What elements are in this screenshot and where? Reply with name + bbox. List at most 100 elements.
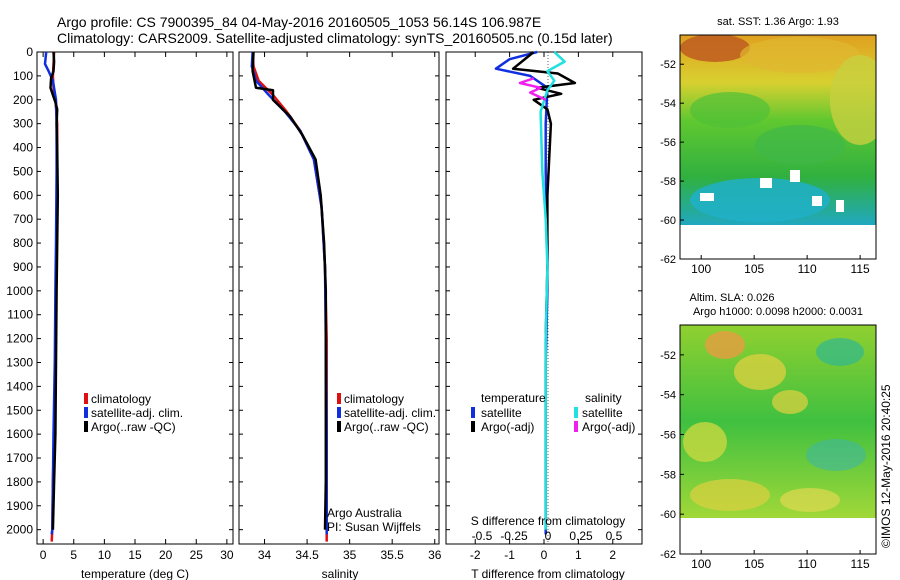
- depth-tick-label: 100: [13, 69, 33, 83]
- lon-tick-label: 100: [691, 557, 711, 571]
- legend-s-argo: Argo(-adj): [582, 420, 635, 434]
- depth-tick-label: 700: [13, 212, 33, 226]
- series-t-satellite: [494, 50, 549, 535]
- lon-tick-label: 115: [851, 557, 870, 571]
- x-tick-label: 0: [541, 548, 548, 562]
- t-difference-tick-labels: -2 -1 0 1 2: [446, 51, 642, 562]
- depth-tick-label: 300: [13, 117, 33, 131]
- legend-swatch-climatology: [337, 393, 341, 404]
- depth-tick-label: 1600: [6, 427, 33, 441]
- lat-tick-label: -54: [660, 98, 676, 110]
- salinity-lines: [250, 51, 328, 542]
- salinity-legend: climatology satellite-adj. clim. Argo(..…: [337, 392, 436, 434]
- series-s-satellite: [539, 51, 566, 530]
- temperature-lines: [43, 51, 60, 542]
- x-tick-label: -1: [504, 548, 515, 562]
- series-climatology: [251, 51, 328, 542]
- lat-tick-label: -62: [660, 254, 676, 266]
- salinity-panel: 34 34.5 35 35.5 36 salinity climatology sate…: [238, 51, 442, 580]
- legend-climatology: climatology: [344, 392, 404, 406]
- sla-lat-tick-labels: -52 -54 -56 -58 -60 -62: [660, 350, 684, 561]
- salinity-xlabel: salinity: [322, 567, 359, 580]
- x-tick-label: 34: [258, 548, 272, 562]
- temperature-xlabel: temperature (deg C): [81, 567, 189, 580]
- temperature-panel: 0100200300400500600700800900100011001200…: [6, 45, 234, 580]
- temperature-legend: climatology satellite-adj. clim. Argo(..…: [84, 392, 183, 434]
- t-difference-xlabel: T difference from climatology: [471, 567, 625, 580]
- legend-swatch-t-satellite: [471, 407, 475, 418]
- lon-tick-label: 100: [691, 262, 711, 276]
- sla-lon-tick-labels: 100 105 110 115: [691, 550, 870, 571]
- imos-credit: ©IMOS 12-May-2016 20:40:25: [879, 384, 893, 548]
- difference-legend: satellite temperature salinity satellite…: [471, 391, 635, 434]
- lon-tick-label: 110: [798, 557, 817, 571]
- x-tick-label: 30: [220, 548, 234, 562]
- depth-tick-label: 2000: [6, 523, 33, 537]
- series-s-argo-adj-: [518, 77, 547, 101]
- x-tick-label: 2: [609, 548, 616, 562]
- x-tick-label: 0: [40, 548, 47, 562]
- x-tick-label: 36: [428, 548, 442, 562]
- lon-tick-label: 105: [744, 262, 764, 276]
- lat-tick-label: -58: [660, 469, 676, 481]
- depth-tick-label: 400: [13, 141, 33, 155]
- x-tick-label: -2: [470, 548, 481, 562]
- lat-tick-label: -56: [660, 137, 676, 149]
- sst-lat-tick-labels: -52 -54 -56 -58 -60 -62: [660, 59, 684, 266]
- sla-map-panel: Altim. SLA: 0.026 Argo h1000: 0.0098 h20…: [660, 292, 877, 571]
- legend-swatch-climatology: [84, 393, 88, 404]
- s-tick-label: 0: [545, 529, 552, 543]
- legend-swatch-s-argo: [574, 421, 578, 432]
- depth-tick-label: 1900: [6, 499, 33, 513]
- legend-argo: Argo(..raw -QC): [344, 420, 429, 434]
- lon-tick-label: 105: [744, 557, 764, 571]
- sla-map-title: Altim. SLA: 0.026: [690, 292, 775, 304]
- sla-map-frame: [679, 324, 877, 555]
- depth-tick-labels: 0 100 200 300 400 500 600 700 800 900 1000 1100 1200…: [6, 45, 233, 537]
- x-tick-label: 35.5: [381, 548, 405, 562]
- series-satellite-adj-clim-: [43, 51, 58, 535]
- lat-tick-label: -52: [660, 350, 676, 362]
- legend-heading-salinity-label: salinity: [585, 391, 622, 405]
- series-satellite-adj-clim-: [250, 51, 328, 535]
- sst-map-image: [680, 35, 876, 225]
- x-tick-label: 10: [98, 548, 112, 562]
- legend-argo: Argo(..raw -QC): [91, 420, 176, 434]
- legend-swatch-argo: [84, 421, 88, 432]
- lon-tick-label: 115: [851, 262, 870, 276]
- legend-swatch-argo: [337, 421, 341, 432]
- s-tick-label: -0.5: [472, 529, 493, 543]
- depth-tick-label: 800: [13, 236, 33, 250]
- salinity-tick-labels: 34 34.5 35 35.5 36: [239, 51, 442, 562]
- x-tick-label: 34.5: [295, 548, 319, 562]
- lat-tick-label: -62: [660, 549, 676, 561]
- x-tick-label: 1: [575, 548, 582, 562]
- sst-lon-tick-labels: 100 105 110 115: [691, 255, 870, 276]
- header-line-1: Argo profile: CS 7900395_84 04-May-2016 …: [57, 14, 541, 30]
- series-argo-raw-qc-: [49, 51, 60, 530]
- depth-tick-label: 1800: [6, 475, 33, 489]
- depth-tick-label: 1500: [6, 403, 33, 417]
- legend-t-satellite: satellite: [481, 406, 522, 420]
- x-tick-label: 15: [128, 548, 142, 562]
- s-difference-label: S difference from climatology: [471, 514, 626, 528]
- depth-tick-label: 1400: [6, 379, 33, 393]
- s-tick-label: 0.5: [606, 529, 623, 543]
- legend-swatch-t-argo: [471, 421, 475, 432]
- s-difference-tick-labels: -0.5 -0.25 0 0.25 0.5: [472, 529, 623, 543]
- legend-satellite: satellite-adj. clim.: [91, 406, 183, 420]
- series-argo-raw-qc-: [251, 51, 328, 530]
- depth-tick-label: 600: [13, 188, 33, 202]
- depth-tick-label: 900: [13, 260, 33, 274]
- x-tick-label: 25: [190, 548, 204, 562]
- header-line-2: Climatology: CARS2009. Satellite-adjuste…: [57, 30, 613, 46]
- s-tick-label: 0.25: [569, 529, 593, 543]
- legend-climatology: climatology: [91, 392, 151, 406]
- argo-australia-note: Argo Australia: [327, 506, 402, 520]
- lat-tick-label: -56: [660, 430, 676, 442]
- x-tick-label: 35: [343, 548, 357, 562]
- legend-swatch-satellite: [337, 407, 341, 418]
- depth-tick-label: 1200: [6, 332, 33, 346]
- salinity-axes-frame: [238, 51, 440, 545]
